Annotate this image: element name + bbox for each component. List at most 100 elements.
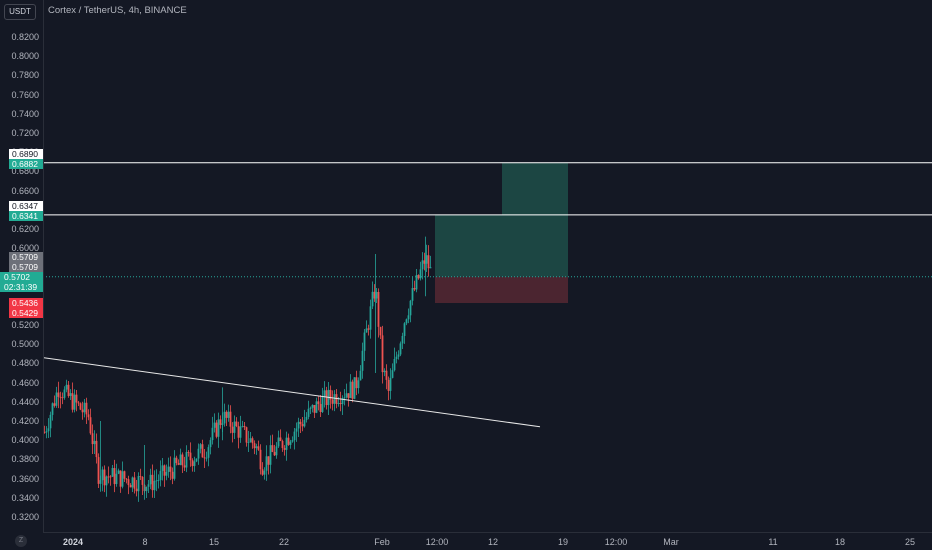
price-axis-label: 0.8200	[11, 32, 39, 42]
candle-body	[251, 438, 254, 444]
candle-body	[191, 460, 194, 467]
candle-body	[51, 403, 54, 415]
candle-body	[243, 425, 246, 428]
candle-body	[407, 315, 410, 320]
time-axis-label: 15	[208, 537, 220, 547]
candle-body	[269, 445, 272, 465]
long-position-profit-zone-2	[502, 162, 568, 277]
candle-body	[335, 394, 338, 404]
candle-body	[405, 319, 408, 324]
candle-body	[415, 275, 418, 290]
candle-body	[63, 389, 66, 398]
candle-body	[215, 422, 218, 437]
candle-body	[355, 377, 358, 389]
price-axis-label: 0.6000	[11, 243, 39, 254]
candle-body	[229, 411, 232, 427]
chart-pane[interactable]	[0, 0, 932, 532]
candle-body	[109, 476, 112, 478]
candle-body	[225, 411, 228, 418]
candle-body	[421, 260, 424, 270]
time-axis-label: Mar	[663, 537, 679, 547]
candle-body	[115, 473, 118, 485]
candle-body	[107, 476, 110, 478]
candle-body	[187, 452, 190, 453]
candle-body	[235, 421, 238, 427]
target-price-badge: 0.6882	[9, 159, 43, 169]
candle-body	[321, 396, 324, 413]
price-axis-label: 0.3800	[11, 454, 39, 465]
trendline	[42, 357, 541, 428]
candle-body	[387, 379, 390, 391]
candle-body	[201, 444, 204, 458]
candle-body	[45, 431, 48, 433]
candle-body	[189, 452, 192, 461]
candle-body	[343, 397, 346, 399]
candle-body	[147, 484, 150, 487]
candle-body	[381, 335, 384, 373]
time-axis-label: 19	[557, 537, 569, 547]
candle-body	[199, 444, 202, 449]
candle-body	[271, 445, 274, 452]
candle-body	[55, 392, 58, 406]
candle-body	[217, 419, 220, 437]
candle-body	[153, 480, 156, 491]
price-axis-label: 0.5000	[11, 339, 39, 350]
upper-line-price-badge: 0.6347	[9, 201, 43, 211]
candle-body	[247, 442, 250, 443]
price-axis-label: 0.6600	[11, 185, 39, 196]
candle-body	[105, 476, 108, 486]
candle-body	[145, 486, 148, 492]
candle-body	[81, 409, 84, 413]
candle-body	[85, 402, 88, 415]
candle-body	[373, 291, 376, 299]
candle-body	[219, 419, 222, 425]
stop-price-badge: 0.5436	[9, 298, 43, 308]
price-axis-label: 0.3200	[11, 512, 39, 522]
price-axis-label: 0.4600	[11, 377, 39, 388]
candle-body	[281, 440, 284, 449]
candle-body	[417, 275, 420, 279]
symbol-legend[interactable]: Cortex / TetherUS, 4h, BINANCE	[48, 5, 187, 16]
candle-body	[171, 471, 174, 479]
candle-body	[289, 441, 292, 445]
candle-body	[205, 457, 208, 459]
candle-body	[233, 421, 236, 433]
candle-body	[173, 457, 176, 479]
price-axis-label: 0.6200	[11, 224, 39, 234]
candle-body	[175, 457, 178, 464]
candle-body	[419, 269, 422, 279]
candle-body	[47, 428, 50, 432]
candle-body	[239, 426, 242, 438]
candle-body	[351, 381, 354, 399]
candle-body	[155, 480, 158, 482]
candle-body	[213, 422, 216, 428]
currency-selector[interactable]: USDT	[4, 4, 36, 20]
candle-body	[403, 323, 406, 336]
price-axis-label: 0.3600	[11, 473, 39, 484]
candle-body	[79, 403, 82, 410]
candle-body	[97, 457, 100, 484]
candle-body	[61, 397, 64, 399]
candle-body	[181, 454, 184, 466]
candle-body	[141, 476, 144, 485]
candle-body	[117, 470, 120, 474]
candle-body	[75, 394, 78, 403]
time-axis[interactable]	[43, 532, 932, 550]
candle-body	[425, 255, 428, 264]
candle-body	[259, 449, 262, 470]
candle-body	[101, 469, 104, 481]
candle-body	[87, 414, 90, 418]
bar-countdown: 02:31:39	[4, 282, 38, 292]
candle-body	[313, 404, 316, 413]
price-axis-label: 0.6800	[11, 166, 39, 177]
candle-body	[423, 260, 426, 264]
candle-body	[161, 465, 164, 471]
candle-body	[377, 291, 380, 327]
candle-body	[159, 470, 162, 481]
scale-mode-icon[interactable]: Z	[15, 535, 27, 547]
candle-body	[237, 426, 240, 438]
candle-body	[317, 401, 320, 405]
time-axis-label: 18	[834, 537, 846, 547]
price-axis-label: 0.4200	[11, 416, 39, 426]
candle-body	[389, 377, 392, 391]
